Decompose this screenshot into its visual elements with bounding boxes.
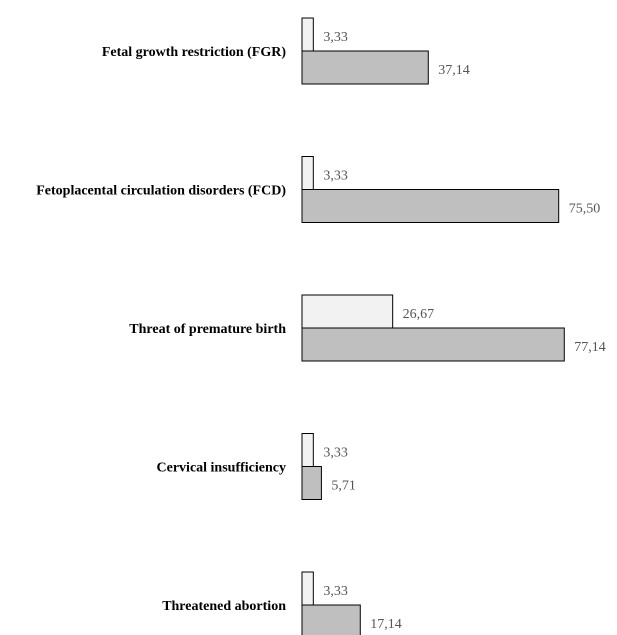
category-label: Fetoplacental circulation disorders (FCD… <box>36 184 286 199</box>
data-label: 77,14 <box>574 340 606 355</box>
data-label: 37,14 <box>438 63 470 78</box>
category-label: Fetal growth restriction (FGR) <box>102 45 286 60</box>
bar-series-2 <box>301 466 322 500</box>
bar-series-2 <box>301 327 565 362</box>
data-label: 26,67 <box>403 307 435 322</box>
data-label: 3,33 <box>323 584 348 599</box>
bar-series-2 <box>301 604 361 635</box>
data-label: 3,33 <box>323 30 348 45</box>
data-label: 5,71 <box>331 479 356 494</box>
bar-series-1 <box>301 571 314 606</box>
data-label: 17,14 <box>370 617 402 632</box>
data-label: 3,33 <box>323 446 348 461</box>
data-label: 3,33 <box>323 169 348 184</box>
bar-series-1 <box>301 294 394 329</box>
bar-series-1 <box>301 17 314 52</box>
bar-series-1 <box>301 156 314 190</box>
bar-series-2 <box>301 189 560 223</box>
category-label: Threat of premature birth <box>129 322 286 337</box>
data-label: 75,50 <box>569 202 601 217</box>
bar-series-1 <box>301 433 314 467</box>
category-label: Threatened abortion <box>162 599 286 614</box>
bar-series-2 <box>301 50 429 85</box>
category-label: Cervical insufficiency <box>157 461 286 476</box>
